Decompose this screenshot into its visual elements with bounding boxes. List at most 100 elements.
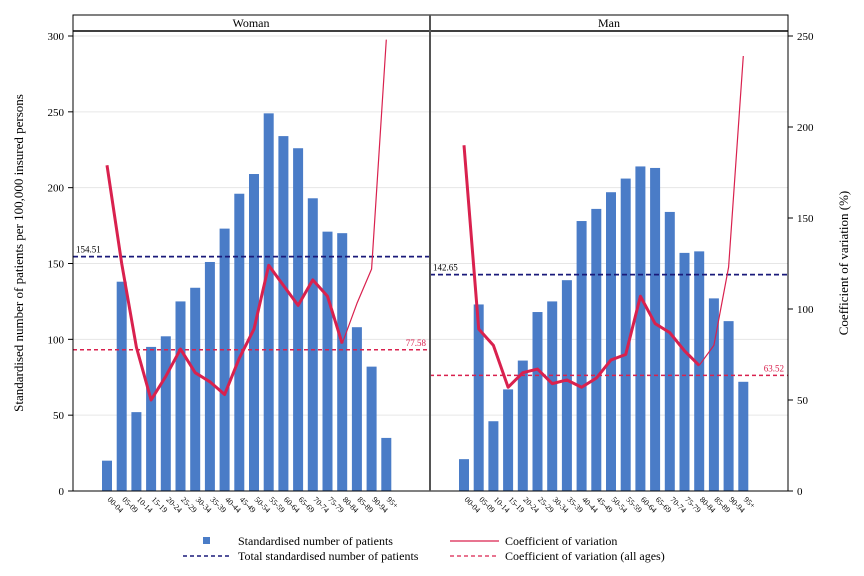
bar [606,192,616,491]
legend: Standardised number of patients Total st… [183,534,665,563]
bar [591,208,602,491]
x-tick-label: 30-34 [194,495,214,515]
x-tick-label: 20-24 [521,495,541,515]
x-tick-label: 50-54 [610,495,630,515]
x-tick-label: 10-14 [135,495,155,515]
x-tick-label: 60-64 [282,495,302,515]
x-tick-label: 50-54 [253,495,273,515]
panel-title-woman: Woman [232,16,269,30]
x-tick-label: 60-64 [639,495,659,515]
cv-all-reference-label: 63.52 [764,363,784,373]
x-tick-label: 70-74 [311,495,331,515]
bar [190,287,201,491]
x-tick-label: 25-29 [179,495,199,515]
legend-cv-label: Coefficient of variation [505,534,617,548]
bar [381,437,392,491]
x-tick-label: 55-59 [267,495,287,515]
bar [249,174,259,491]
total-reference-label: 142.65 [433,263,458,273]
x-tick-label: 15-19 [507,495,527,515]
bar [146,346,157,491]
bar [517,360,528,491]
bar [694,251,705,491]
x-tick-label: 30-34 [551,495,571,515]
x-tick-label: 35-39 [565,495,585,515]
x-tick-label: 85-89 [355,495,375,515]
panel-title-man: Man [598,16,620,30]
bar [723,321,734,491]
x-tick-label: 00-04 [106,495,126,515]
bar [561,280,572,491]
reference-lines-layer: 154.51 77.58 142.65 63.52 [73,245,788,377]
legend-total-label: Total standardised number of patients [238,549,419,563]
bar [576,221,587,492]
x-tick-label: 80-84 [341,495,361,515]
bars-layer [102,113,749,492]
bar [459,459,469,491]
y-right-tick-label: 150 [797,213,814,225]
bar [650,167,661,491]
x-tick-label: 00-04 [463,495,483,515]
y-right-tick-label: 50 [797,395,809,407]
bar [473,304,484,491]
bar [116,281,127,491]
bar [620,178,631,492]
x-tick-label: 45-49 [238,495,258,515]
bar [635,166,646,491]
bar [234,193,245,491]
bar [219,228,230,491]
bar [131,412,142,491]
total-reference-label: 154.51 [76,245,101,255]
y-left-tick-label: 150 [48,259,65,271]
x-tick-label: 25-29 [536,495,556,515]
x-tick-label: 70-74 [668,495,688,515]
y-left-axis-title: Standardised number of patients per 100,… [11,94,26,412]
bar [337,233,348,491]
x-tick-label: 75-79 [683,495,703,515]
cv-line [105,164,344,402]
x-tick-label: 35-39 [208,495,228,515]
legend-bar-swatch [203,537,210,544]
bar [293,148,304,491]
x-tick-label: 45-49 [595,495,615,515]
y-left-tick-label: 200 [48,183,65,195]
cv-line [462,145,701,389]
x-tick-label: 65-69 [297,495,317,515]
x-tick-label: 05-09 [477,495,497,515]
cv-line-tail [341,39,387,344]
cv-line-tail [698,55,744,366]
bar [664,211,675,491]
y-right-tick-label: 0 [797,486,803,498]
y-left-tick-label: 300 [48,31,65,43]
x-tick-label: 90-94 [727,495,747,515]
bar [679,252,690,491]
bar [708,298,719,491]
y-right-tick-label: 100 [797,304,814,316]
bar [322,231,333,491]
bar [503,389,514,491]
y-right-tick-label: 200 [797,122,814,134]
legend-cv-all-label: Coefficient of variation (all ages) [505,549,665,563]
y-right-axis-title: Coefficient of variation (%) [836,191,851,336]
x-tick-label: 85-89 [712,495,732,515]
x-tick-label: 80-84 [698,495,718,515]
x-tick-label: 55-59 [624,495,644,515]
x-tick-label: 75-79 [326,495,346,515]
bar [532,312,543,491]
cv-lines-layer [105,39,744,402]
x-tick-label: 10-14 [492,495,512,515]
y-left-tick-label: 250 [48,107,65,119]
legend-bars-label: Standardised number of patients [238,534,393,548]
cv-all-reference-label: 77.58 [406,338,427,348]
bar [307,198,318,492]
bar [160,336,171,491]
x-tick-label: 20-24 [164,495,184,515]
bar [278,136,289,491]
bar [175,301,186,491]
x-tick-label: 15-19 [150,495,170,515]
bar [547,301,558,491]
y-left-tick-label: 50 [53,410,65,422]
x-tick-label: 90-94 [370,495,390,515]
bar [351,327,362,491]
